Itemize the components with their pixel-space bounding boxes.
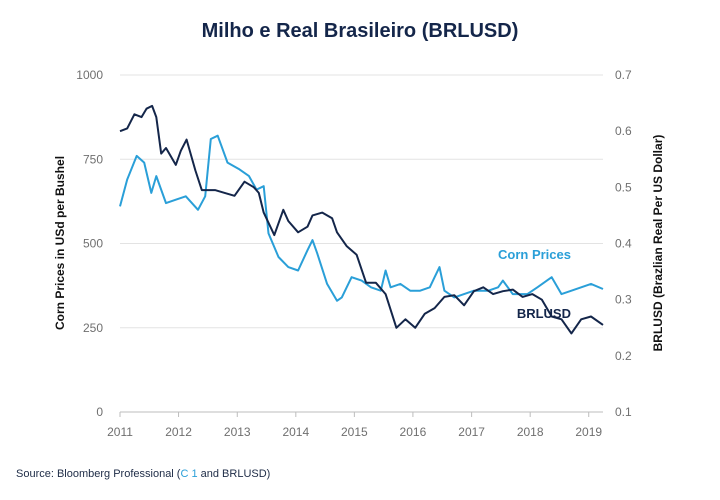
x-tick-label: 2016 xyxy=(400,425,427,439)
corn-prices-label: Corn Prices xyxy=(498,247,571,262)
x-tick-label: 2014 xyxy=(282,425,309,439)
y-right-tick-label: 0.7 xyxy=(615,68,632,82)
chart-title: Milho e Real Brasileiro (BRLUSD) xyxy=(201,20,519,42)
y-left-tick-label: 750 xyxy=(83,152,103,166)
y-right-tick-label: 0.4 xyxy=(615,237,632,251)
brlusd-line xyxy=(119,104,604,335)
x-axis: 2011 2012 2013 2014 2015 2016 2017 2018 2019 xyxy=(107,412,602,439)
y-right-tick-label: 0.3 xyxy=(615,293,632,307)
y-axis-left-title: Corn Prices in USd per Bushel xyxy=(53,156,67,330)
x-tick-label: 2011 xyxy=(107,425,133,439)
x-tick-label: 2013 xyxy=(224,425,251,439)
y-axis-right-title: BRLUSD (Brazlian Real Per US Dollar) xyxy=(651,135,665,352)
y-left-tick-label: 500 xyxy=(83,237,103,251)
brlusd-label: BRLUSD xyxy=(517,306,571,321)
y-left-tick-label: 0 xyxy=(96,405,103,419)
series-layer xyxy=(119,104,604,335)
y-left-tick-label: 1000 xyxy=(76,68,103,82)
y-right-tick-label: 0.6 xyxy=(615,124,632,138)
y-left-tick-label: 250 xyxy=(83,321,103,335)
grid xyxy=(120,74,603,413)
series-labels: Corn Prices BRLUSD xyxy=(498,247,571,321)
left-axis: 0 250 500 750 1000 xyxy=(76,68,103,419)
y-right-tick-label: 0.5 xyxy=(615,180,632,194)
source-note: Source: Bloomberg Professional (C 1 and … xyxy=(16,468,270,480)
y-right-tick-label: 0.1 xyxy=(615,405,632,419)
source-suffix: and BRLUSD) xyxy=(197,468,271,480)
y-right-tick-label: 0.2 xyxy=(615,349,632,363)
x-tick-label: 2018 xyxy=(517,425,544,439)
source-highlight: C 1 xyxy=(180,468,198,480)
x-tick-label: 2012 xyxy=(165,425,192,439)
x-tick-label: 2017 xyxy=(458,425,485,439)
right-axis: 0.1 0.2 0.3 0.4 0.5 0.6 0.7 xyxy=(615,68,632,419)
source-prefix: Source: Bloomberg Professional ( xyxy=(16,468,181,480)
x-tick-label: 2019 xyxy=(575,425,602,439)
x-tick-label: 2015 xyxy=(341,425,368,439)
